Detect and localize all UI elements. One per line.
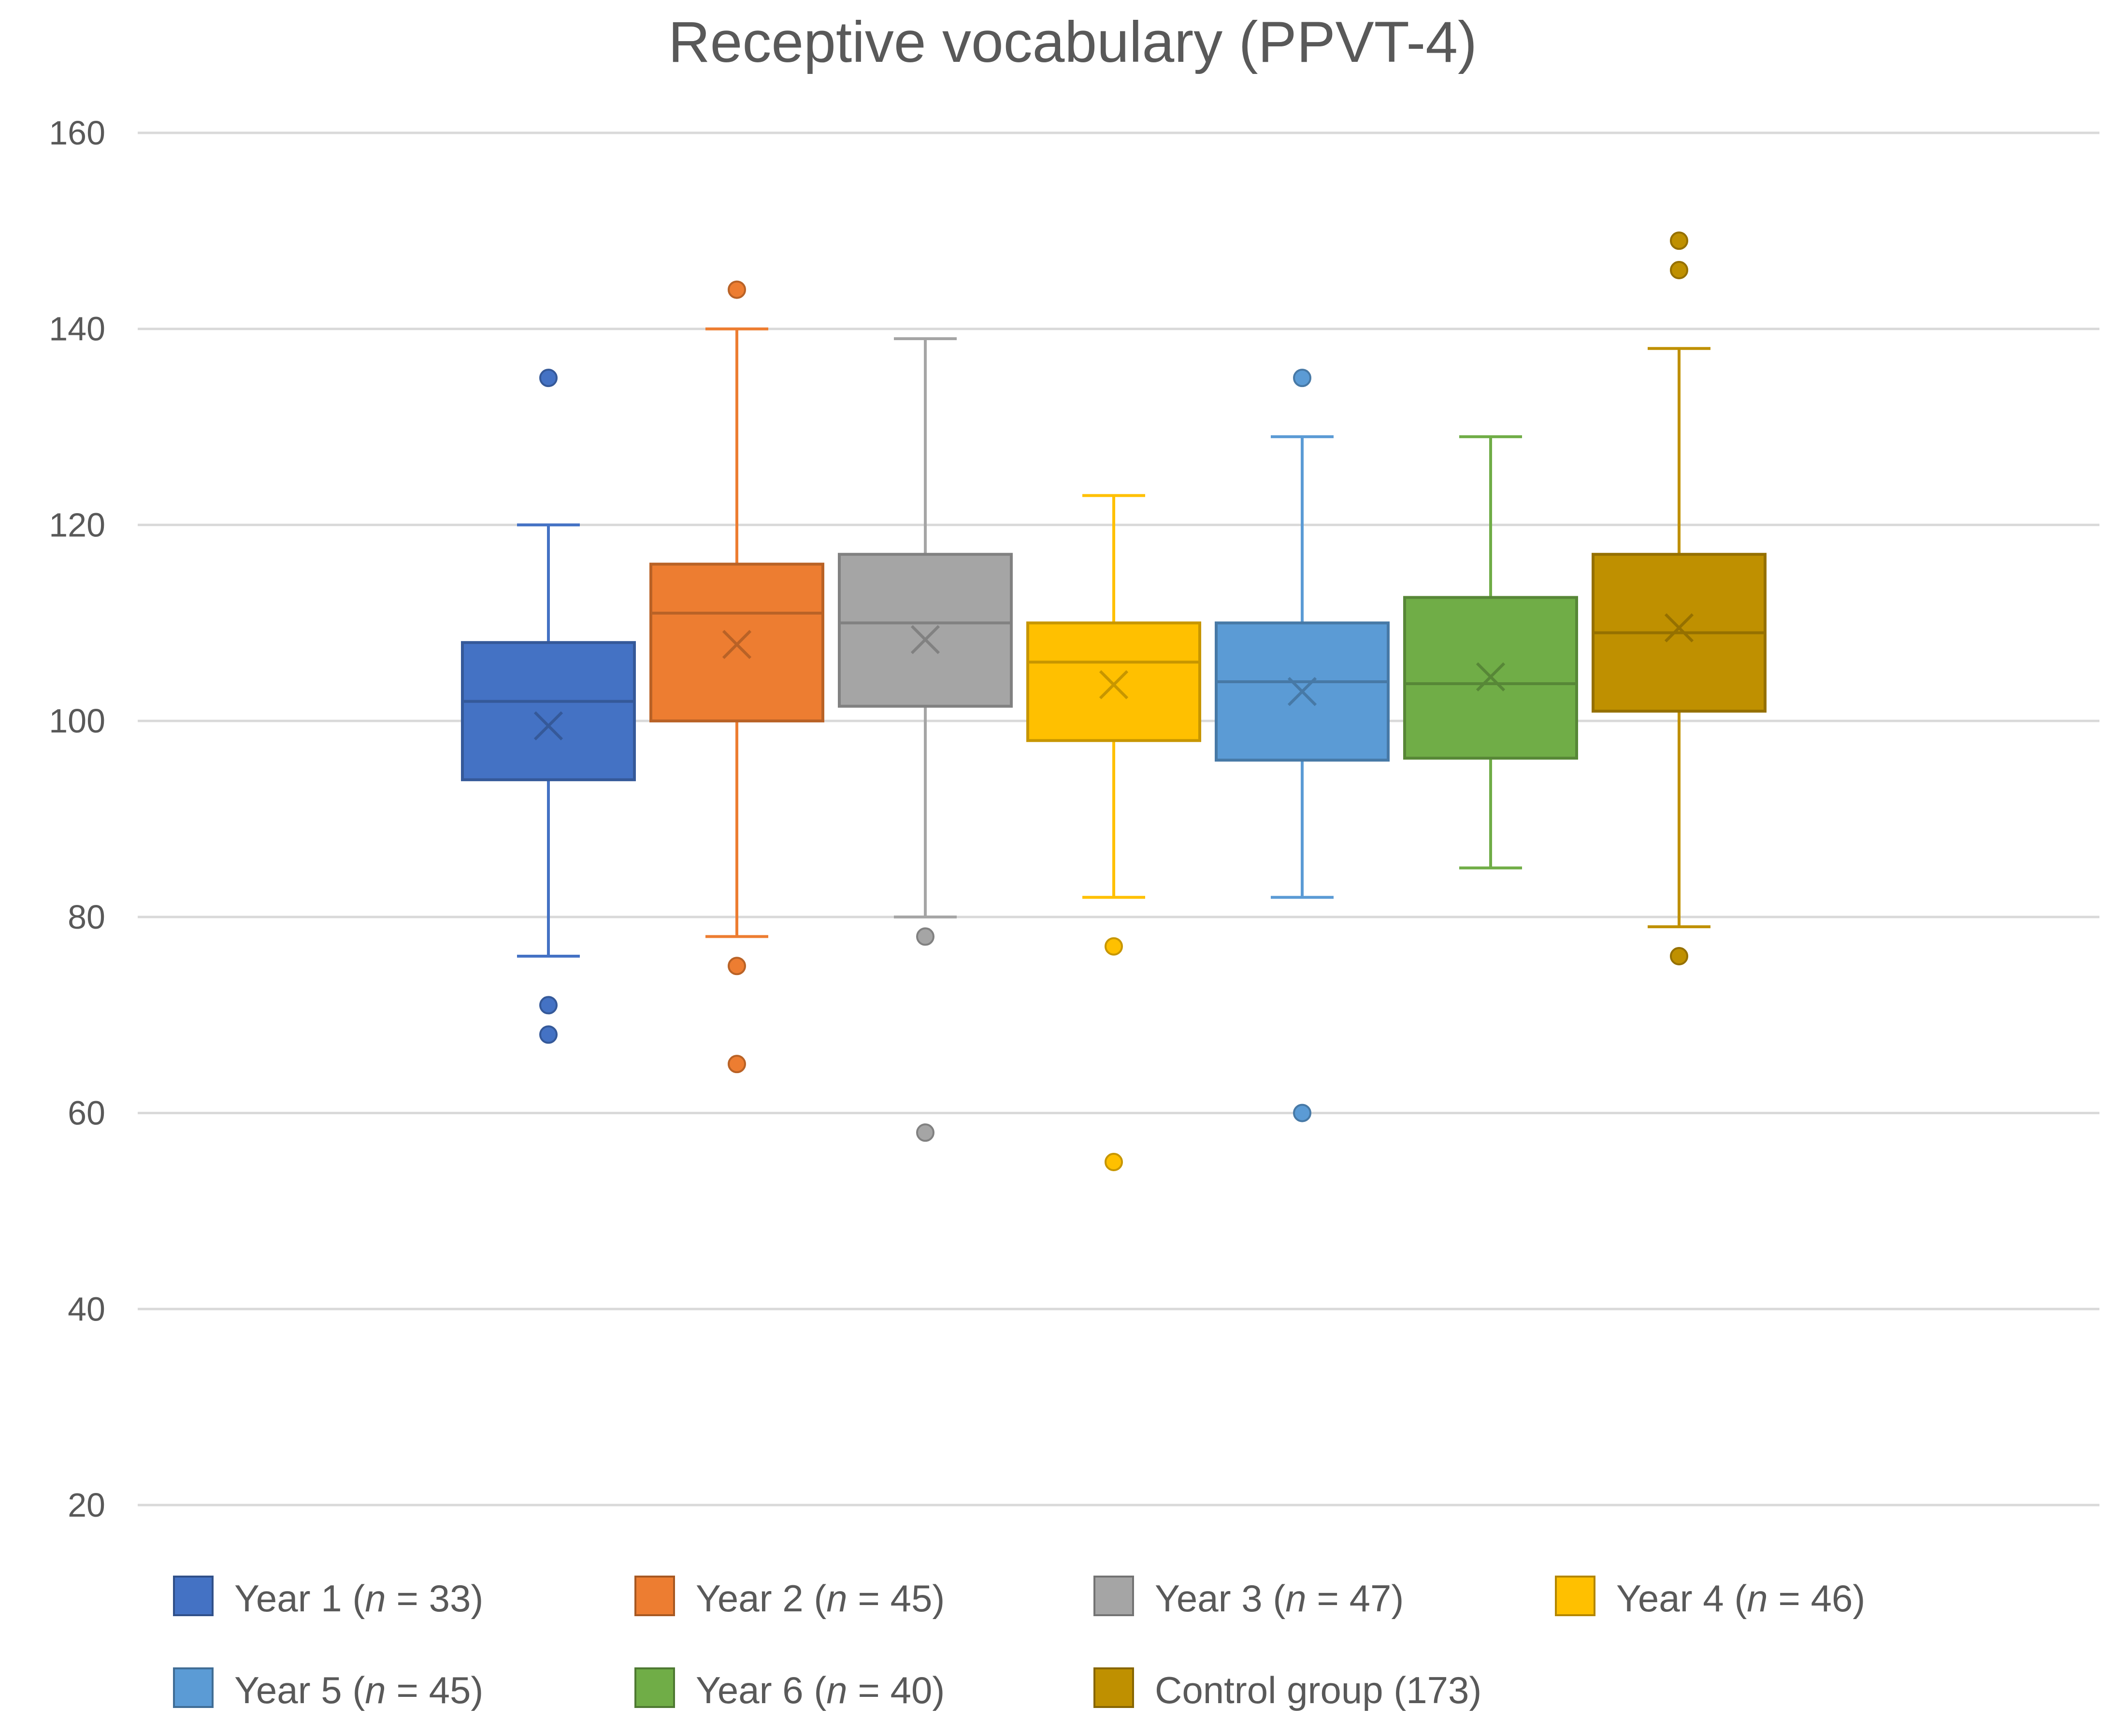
y-tick-label-60: 60	[68, 1094, 105, 1132]
outlier-point	[539, 369, 558, 387]
outlier-point	[916, 1123, 934, 1142]
mean-marker-b	[722, 630, 752, 660]
gridlines	[138, 131, 2099, 1506]
box-plot-control-group	[1592, 231, 1767, 965]
outlier-point	[916, 927, 934, 946]
legend-swatch	[634, 1576, 675, 1616]
legend-series-name: Year 6 (	[696, 1669, 826, 1711]
outlier-point	[1670, 947, 1688, 965]
legend-series-name: Year 3 (	[1155, 1577, 1285, 1620]
legend-series-name: Year 4 (	[1616, 1577, 1747, 1620]
box-plot-year-5	[1215, 369, 1390, 1122]
outlier-point	[539, 996, 558, 1015]
legend-series-name: Year 5 (	[234, 1669, 365, 1711]
legend-n-value: = 47)	[1307, 1577, 1404, 1620]
legend-item-control-group: Control group (173)	[1093, 1667, 1481, 1711]
y-tick-label-120: 120	[49, 506, 105, 544]
legend-label: Year 2 (n = 45)	[696, 1577, 945, 1620]
legend-swatch	[1555, 1576, 1595, 1616]
box-plot-year-3	[838, 337, 1013, 1142]
legend-n-value: (173)	[1394, 1669, 1481, 1711]
legend-n-value: = 33)	[386, 1577, 484, 1620]
legend-item-year-1: Year 1 (n = 33)	[173, 1576, 483, 1620]
y-tick-label-140: 140	[49, 310, 105, 348]
outlier-point	[1293, 1104, 1311, 1122]
outlier-point	[1293, 369, 1311, 387]
legend-n-value: = 45)	[848, 1577, 945, 1620]
outlier-point	[728, 957, 746, 976]
outlier-point	[1670, 261, 1688, 279]
mean-marker-b	[1099, 670, 1129, 700]
box-plot-year-2	[649, 280, 824, 1074]
mean-marker-b	[910, 625, 940, 654]
y-tick-label-100: 100	[49, 702, 105, 740]
legend-n-symbol: n	[826, 1577, 847, 1620]
legend-n-value: = 46)	[1768, 1577, 1866, 1620]
chart-title: Receptive vocabulary (PPVT-4)	[668, 10, 1477, 74]
legend-n-symbol: n	[1747, 1577, 1767, 1620]
legend-item-year-4: Year 4 (n = 46)	[1555, 1576, 1865, 1620]
outlier-point	[728, 1055, 746, 1074]
legend-series-name: Control group	[1155, 1669, 1394, 1711]
legend-n-symbol: n	[826, 1669, 847, 1711]
legend-label: Year 5 (n = 45)	[234, 1669, 483, 1711]
mean-marker-b	[1664, 613, 1694, 643]
legend-series-name: Year 1 (	[234, 1577, 365, 1620]
legend: Year 1 (n = 33) Year 2 (n = 45) Year 3 (n …	[173, 1576, 1865, 1711]
legend-label: Year 1 (n = 33)	[234, 1577, 483, 1620]
box-plots	[461, 231, 1767, 1171]
legend-label: Year 4 (n = 46)	[1616, 1577, 1865, 1620]
mean-marker-b	[533, 711, 563, 741]
legend-n-value: = 40)	[848, 1669, 945, 1711]
box-iqr	[1026, 621, 1201, 742]
box-plot-year-4	[1026, 494, 1201, 1171]
y-axis-tick-labels: 20 40 60 80 100 120 140 160	[49, 114, 105, 1524]
legend-item-year-6: Year 6 (n = 40)	[634, 1667, 945, 1711]
outlier-point	[1670, 231, 1688, 250]
mean-marker-b	[1476, 662, 1506, 691]
box-plot-year-6	[1403, 435, 1578, 870]
outlier-point	[539, 1025, 558, 1044]
legend-swatch	[1093, 1576, 1134, 1616]
legend-label: Year 6 (n = 40)	[696, 1669, 945, 1711]
box-iqr	[461, 641, 636, 781]
legend-swatch	[173, 1667, 214, 1708]
legend-item-year-5: Year 5 (n = 45)	[173, 1667, 483, 1711]
box-plot-year-1	[461, 369, 636, 1044]
box-iqr	[838, 553, 1013, 708]
outlier-point	[1105, 937, 1123, 956]
legend-label: Control group (173)	[1155, 1669, 1481, 1711]
legend-n-value: = 45)	[386, 1669, 484, 1711]
mean-marker-b	[1287, 677, 1317, 706]
legend-label: Year 3 (n = 47)	[1155, 1577, 1404, 1620]
y-tick-label-40: 40	[68, 1290, 105, 1328]
y-tick-label-20: 20	[68, 1486, 105, 1524]
legend-item-year-3: Year 3 (n = 47)	[1093, 1576, 1404, 1620]
y-tick-label-160: 160	[49, 114, 105, 152]
legend-swatch	[1093, 1667, 1134, 1708]
legend-swatch	[173, 1576, 214, 1616]
legend-n-symbol: n	[1285, 1577, 1306, 1620]
legend-item-year-2: Year 2 (n = 45)	[634, 1576, 945, 1620]
legend-series-name: Year 2 (	[696, 1577, 826, 1620]
outlier-point	[1105, 1153, 1123, 1171]
outlier-point	[728, 280, 746, 299]
legend-n-symbol: n	[365, 1577, 386, 1620]
legend-swatch	[634, 1667, 675, 1708]
legend-n-symbol: n	[365, 1669, 386, 1711]
y-tick-label-80: 80	[68, 898, 105, 936]
